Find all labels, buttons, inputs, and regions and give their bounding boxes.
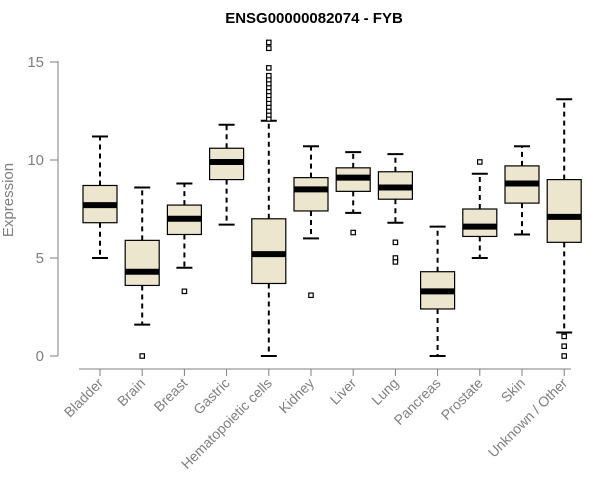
y-tick-label: 15 (27, 54, 44, 71)
chart-title: ENSG00000082074 - FYB (225, 10, 403, 27)
outlier-point (350, 229, 357, 236)
outlier-point (561, 343, 568, 350)
box-group (377, 153, 413, 265)
outlier-point (392, 259, 399, 265)
y-axis-label: Expression (0, 163, 17, 237)
outlier-point (266, 72, 272, 79)
x-tick-label: Brain (114, 375, 148, 409)
outlier-point (266, 39, 272, 46)
outlier-point (266, 45, 272, 52)
outlier-point (308, 292, 314, 299)
box-group (335, 151, 371, 236)
x-tick-label: Breast (151, 375, 191, 415)
outlier-point (561, 353, 568, 359)
box-iqr (124, 239, 160, 287)
box-group (166, 182, 202, 295)
boxes (82, 39, 582, 359)
outlier-point (139, 353, 146, 359)
x-tick-label: Skin (498, 375, 529, 406)
outlier-point (477, 159, 483, 165)
y-ticks: 0 5 10 15 (27, 54, 58, 365)
box-group (251, 39, 287, 357)
box-iqr (546, 179, 582, 243)
y-tick-label: 10 (27, 152, 44, 169)
box-group (124, 186, 160, 359)
x-tick-label: Pancreas (391, 375, 444, 428)
box-group (504, 145, 540, 236)
box-iqr (293, 177, 329, 212)
outlier-point (266, 65, 272, 71)
box-group (209, 123, 245, 226)
outlier-point (181, 288, 188, 295)
box-group (462, 159, 498, 259)
box-group (420, 225, 456, 357)
outlier-point (392, 239, 399, 246)
x-tick-label: Lung (368, 375, 401, 408)
outlier-point (561, 333, 568, 340)
x-tick-label: Liver (327, 375, 360, 408)
y-tick-label: 5 (36, 250, 44, 267)
x-tick-label: Prostate (438, 375, 486, 423)
box-group (293, 145, 329, 299)
box-group (546, 98, 582, 359)
box-iqr (462, 208, 498, 238)
box-group (82, 135, 118, 259)
y-tick-label: 0 (36, 348, 44, 365)
x-tick-label: Kidney (276, 375, 318, 417)
x-tick-label: Bladder (61, 375, 107, 421)
x-tick-label: Unknown / Other (485, 375, 571, 461)
